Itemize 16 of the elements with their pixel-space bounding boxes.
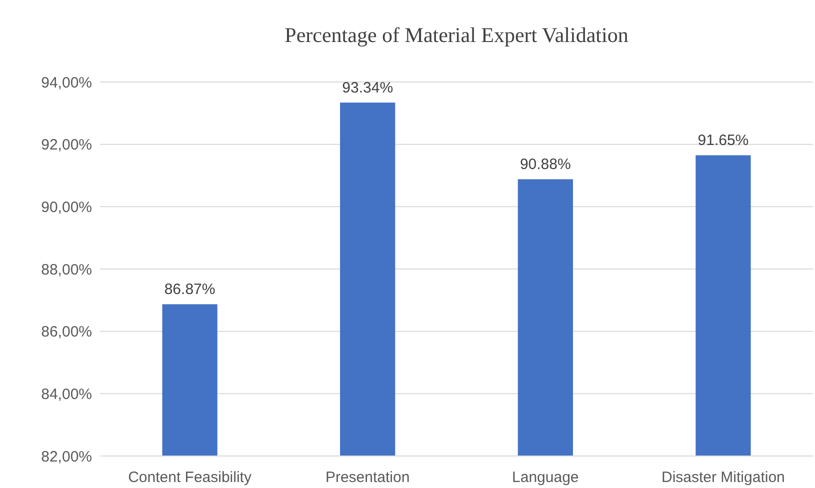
y-tick-label: 88,00% — [41, 261, 92, 278]
y-tick-label: 92,00% — [41, 136, 92, 154]
y-tick-label: 86,00% — [41, 324, 92, 341]
x-tick-label: Presentation — [325, 469, 410, 486]
x-tick-label: Language — [512, 469, 579, 486]
y-tick-label: 82,00% — [41, 448, 92, 466]
chart-title: Percentage of Material Expert Validation — [284, 23, 629, 47]
data-label: 91.65% — [698, 132, 749, 150]
x-tick-label: Disaster Mitigation — [662, 469, 785, 486]
data-label: 86.87% — [164, 281, 216, 298]
data-label: 93.34% — [342, 80, 394, 97]
y-tick-label: 90,00% — [41, 198, 92, 216]
data-label: 90.88% — [520, 156, 571, 174]
x-tick-label: Content Feasibility — [128, 469, 252, 486]
y-tick-label: 84,00% — [41, 386, 92, 403]
y-tick-label: 94,00% — [41, 74, 92, 92]
